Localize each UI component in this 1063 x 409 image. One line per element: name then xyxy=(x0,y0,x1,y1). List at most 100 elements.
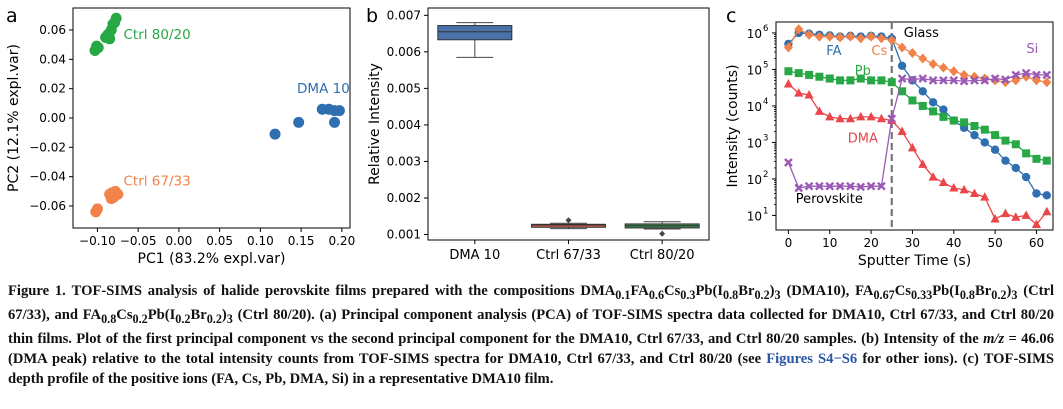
y-axis-label: PC2 (12.1% expl.var) xyxy=(6,44,22,192)
y-tick-label: 10 xyxy=(747,136,762,150)
x-tick-label: 0.10 xyxy=(247,234,274,248)
caption-text: TOF-SIMS analysis of halide perovskite f… xyxy=(71,283,616,299)
supplementary-figures-link[interactable]: Figures S4−S6 xyxy=(766,350,858,367)
caption-text: for other ions). (c) TOF-SIMS depth prof… xyxy=(8,350,1054,387)
data-point xyxy=(928,172,938,181)
data-point xyxy=(804,29,814,40)
data-point xyxy=(1032,70,1041,80)
data-point xyxy=(980,192,990,201)
data-point xyxy=(897,126,907,135)
y-tick-label: 0.007 xyxy=(387,8,421,22)
x-tick-label: 50 xyxy=(987,236,1002,250)
group-label: Ctrl 80/20 xyxy=(124,27,191,43)
x-tick-label: 40 xyxy=(946,236,961,250)
caption-sub: 0.2 xyxy=(991,287,1007,302)
x-tick-label: 30 xyxy=(905,236,920,250)
data-point xyxy=(866,181,876,191)
caption-text: Pb(I xyxy=(695,283,724,299)
x-tick-label: −0.05 xyxy=(120,234,157,248)
caption-sub: 0.2 xyxy=(132,311,148,326)
plot-frame xyxy=(775,21,1054,231)
y-tick-label: 10 xyxy=(747,100,762,114)
caption-text: Cs xyxy=(894,283,911,299)
data-point xyxy=(1042,70,1052,80)
data-point xyxy=(825,111,835,121)
caption-text: (Ctrl 67/33), and FA xyxy=(8,283,1054,323)
caption-sub: 0.2 xyxy=(754,287,770,302)
data-point xyxy=(939,112,948,121)
data-point xyxy=(856,111,866,121)
data-point xyxy=(825,74,834,83)
panel-letter-b: b xyxy=(366,5,378,27)
data-point xyxy=(918,159,928,168)
figure-panels: a b c −0.10 −0.05 0.00 0.05 0.10 0.15 0.20 −0.0… xyxy=(6,5,1054,269)
data-point xyxy=(783,79,794,88)
data-point xyxy=(877,181,886,191)
data-point xyxy=(794,88,804,97)
data-point xyxy=(898,87,907,96)
outlier-point xyxy=(565,217,572,224)
x-tick-label: 0.20 xyxy=(328,234,355,248)
data-point xyxy=(959,184,969,194)
data-point xyxy=(990,214,1000,223)
data-point xyxy=(887,114,897,124)
data-point xyxy=(856,33,866,44)
caption-text: ) xyxy=(1006,283,1012,299)
data-point xyxy=(918,74,928,83)
y-tick-label: 0.006 xyxy=(387,45,421,59)
data-point xyxy=(939,76,948,85)
data-point xyxy=(1021,172,1031,182)
caption-text: Br xyxy=(738,283,755,299)
data-point xyxy=(1001,156,1010,165)
scatter-point xyxy=(110,12,122,24)
caption-mz: m/z xyxy=(983,330,1005,347)
box xyxy=(437,25,513,41)
series-label: Cs xyxy=(871,44,887,59)
scatter-point xyxy=(329,116,341,128)
data-point xyxy=(897,61,907,70)
data-point xyxy=(1042,191,1051,200)
y-tick-label: 0.06 xyxy=(39,23,66,37)
data-point xyxy=(876,113,887,123)
plot-frame xyxy=(427,7,710,241)
data-point xyxy=(938,177,949,187)
region-label-glass: Glass xyxy=(904,26,939,41)
data-point xyxy=(867,76,876,85)
figure-caption: Figure 1. TOF-SIMS analysis of halide pe… xyxy=(8,281,1054,389)
panel-letter-a: a xyxy=(6,5,18,27)
data-point xyxy=(969,188,980,198)
y-tick-label: 0.004 xyxy=(387,118,421,132)
data-point xyxy=(877,76,886,85)
data-point xyxy=(814,106,825,115)
data-point xyxy=(928,58,938,69)
x-tick-label: 20 xyxy=(863,236,878,250)
y-tick-label: 10 xyxy=(747,173,762,187)
data-point xyxy=(991,131,1000,140)
data-point xyxy=(990,74,1000,83)
data-point xyxy=(835,113,845,123)
data-point xyxy=(887,78,896,87)
y-tick-label: 0.005 xyxy=(387,81,421,95)
x-axis-label: Sputter Time (s) xyxy=(858,253,971,269)
data-point xyxy=(805,70,814,79)
data-point xyxy=(949,183,959,192)
data-point xyxy=(1022,149,1031,158)
data-point xyxy=(846,76,855,85)
caption-sub: 3 xyxy=(774,287,781,302)
data-point xyxy=(907,48,917,59)
data-point xyxy=(960,118,969,127)
caption-sub: 0.8 xyxy=(723,287,739,302)
y-tick-label: 0.04 xyxy=(39,52,66,66)
data-point xyxy=(1011,163,1020,173)
data-point xyxy=(845,31,855,42)
series-line xyxy=(787,72,1047,189)
caption-text: Br xyxy=(190,306,207,323)
data-point xyxy=(1011,140,1020,149)
data-point xyxy=(990,145,1000,154)
data-point xyxy=(1000,208,1011,218)
y-tick-exponent: 3 xyxy=(763,133,768,143)
data-point xyxy=(970,122,979,130)
group-label: Ctrl 67/33 xyxy=(124,173,191,189)
x-axis-label: PC1 (83.2% expl.var) xyxy=(138,251,286,267)
